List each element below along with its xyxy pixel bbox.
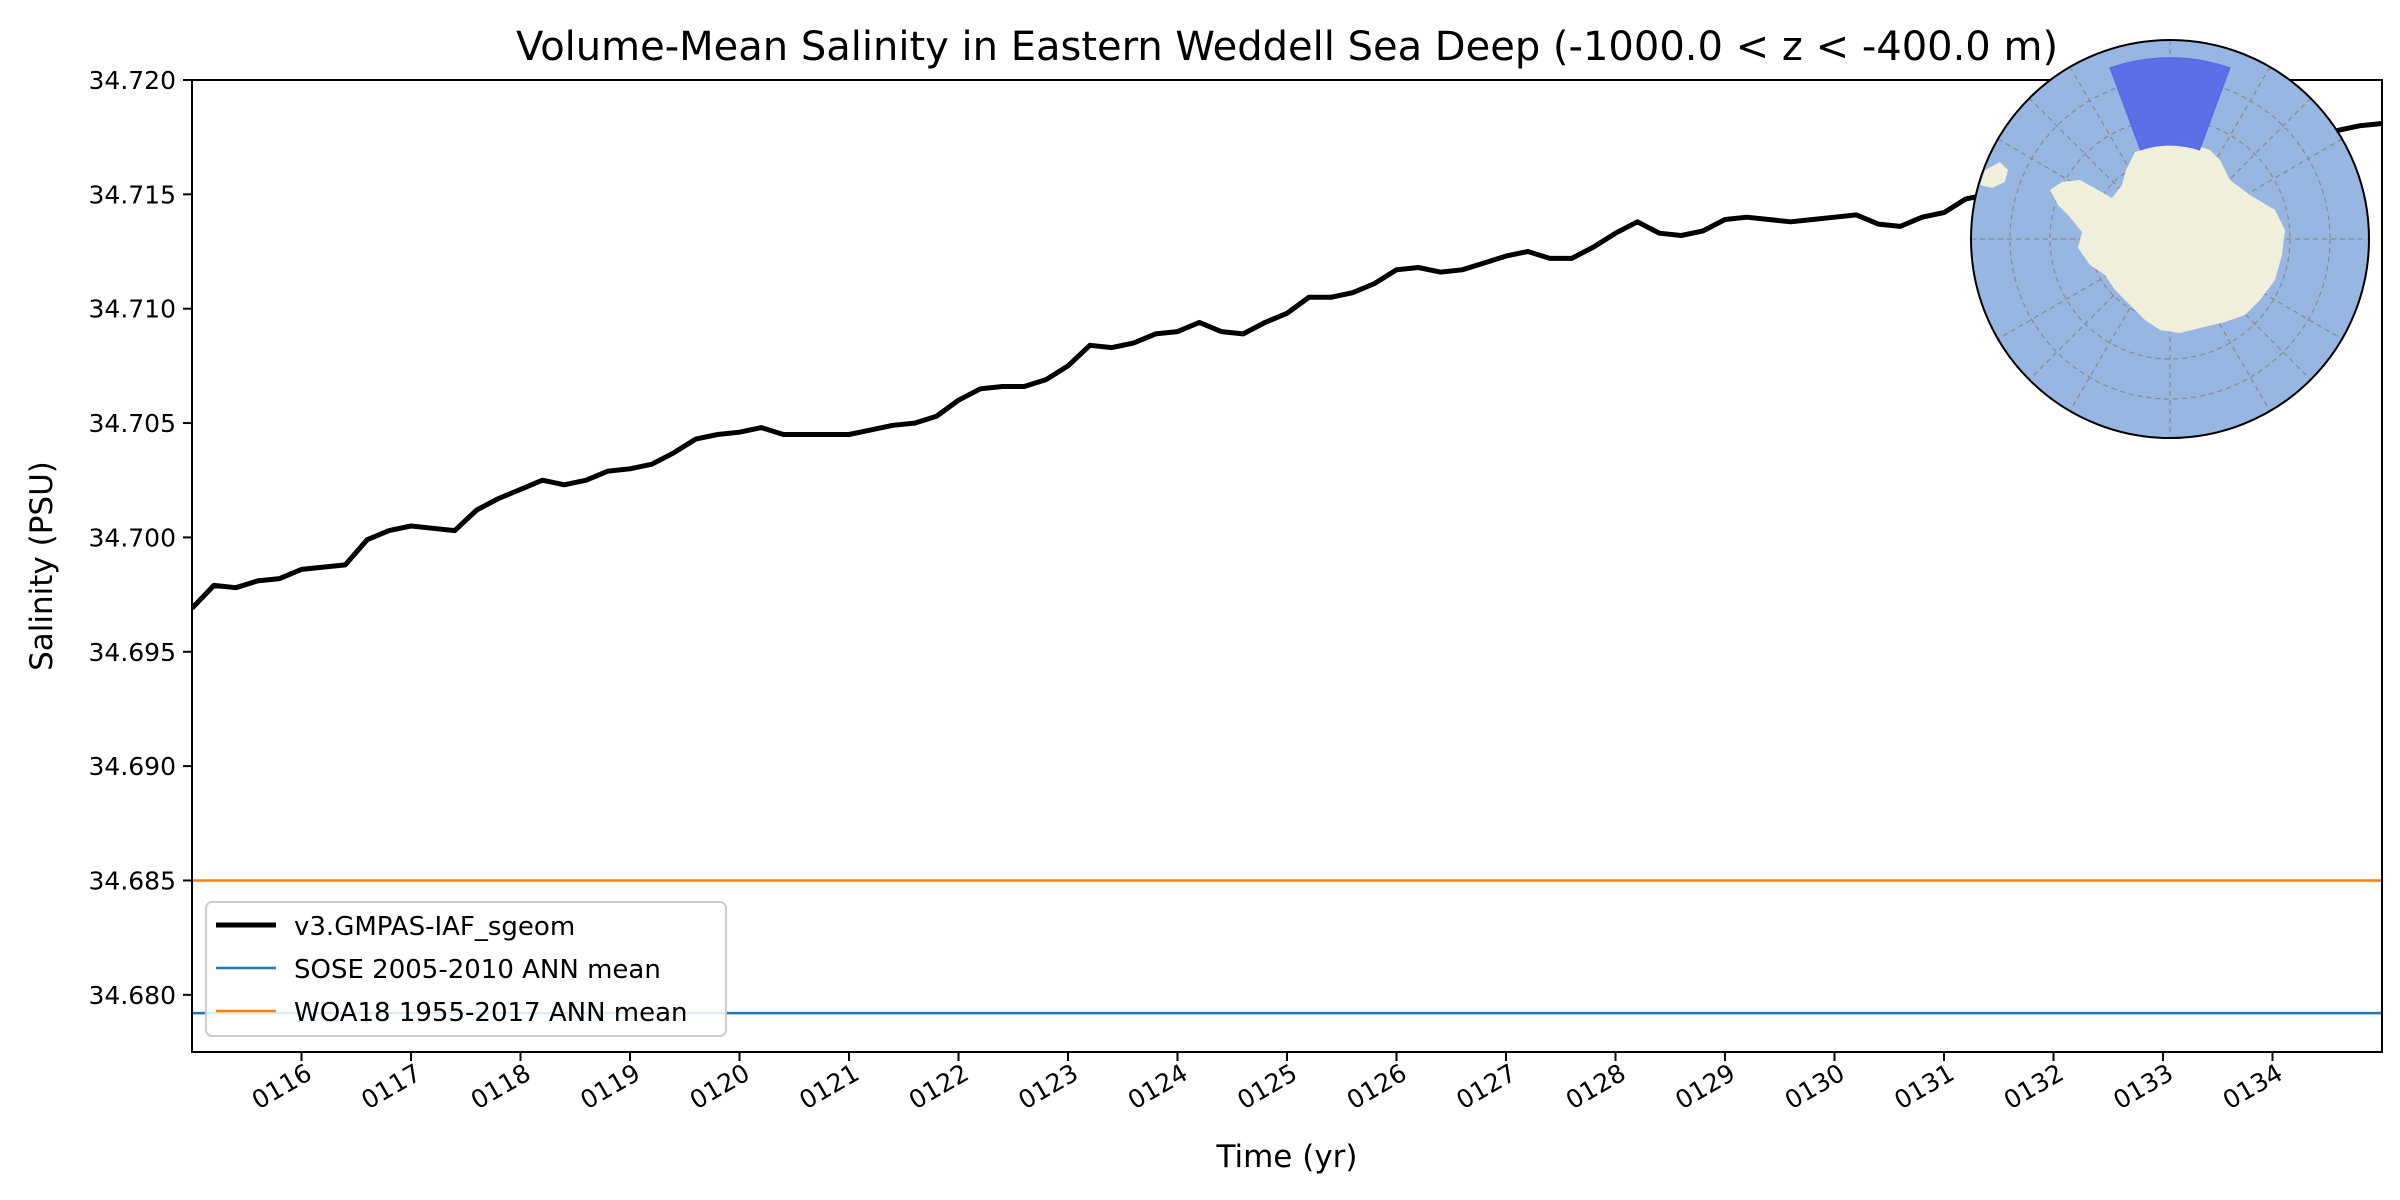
x-tick-label: 0134 <box>2218 1058 2288 1115</box>
y-tick-label: 34.705 <box>89 409 176 438</box>
inset-map <box>1970 39 2370 439</box>
x-tick-label: 0133 <box>2108 1058 2178 1115</box>
y-tick-label: 34.710 <box>89 295 176 324</box>
x-tick-label: 0122 <box>904 1058 974 1115</box>
eastern-weddell-region <box>2109 57 2231 151</box>
map-border <box>1970 39 2370 439</box>
antarctica-landmass <box>2050 143 2285 333</box>
x-axis-label: Time (yr) <box>1216 1139 1358 1175</box>
x-tick-label: 0119 <box>575 1058 645 1115</box>
legend-label-woa18: WOA18 1955-2017 ANN mean <box>294 998 688 1028</box>
x-tick-label: 0132 <box>1999 1058 2069 1115</box>
x-tick-label: 0127 <box>1451 1058 1521 1115</box>
legend-box <box>205 901 727 1037</box>
x-tick-label: 0121 <box>794 1058 864 1115</box>
chart-title: Volume-Mean Salinity in Eastern Weddell … <box>516 24 2058 70</box>
y-tick-label: 34.700 <box>89 523 176 552</box>
x-tick-label: 0118 <box>466 1058 536 1115</box>
x-tick-label: 0128 <box>1561 1058 1631 1115</box>
y-tick-label: 34.685 <box>89 866 176 895</box>
y-tick-label: 34.720 <box>89 66 176 95</box>
y-tick-label: 34.690 <box>89 752 176 781</box>
x-tick-label: 0129 <box>1670 1058 1740 1115</box>
legend-label-model: v3.GMPAS-IAF_sgeom <box>294 912 575 942</box>
x-tick-label: 0120 <box>685 1058 755 1115</box>
y-axis: 34.680 34.685 34.690 34.695 34.700 34.705 34.7… <box>89 66 192 1010</box>
x-axis: 0116 0117 0118 0119 0120 0121 0122 0123 0124 0125… <box>247 1052 2288 1115</box>
y-axis-label: Salinity (PSU) <box>24 461 60 671</box>
legend-label-sose: SOSE 2005-2010 ANN mean <box>294 955 661 985</box>
x-tick-label: 0131 <box>1889 1058 1959 1115</box>
south-america-tip <box>1980 162 2008 188</box>
x-tick-label: 0123 <box>1013 1058 1083 1115</box>
x-tick-label: 0126 <box>1342 1058 1412 1115</box>
x-tick-label: 0116 <box>247 1058 317 1115</box>
x-tick-label: 0125 <box>1232 1058 1302 1115</box>
y-tick-label: 34.680 <box>89 981 176 1010</box>
legend: v3.GMPAS-IAF_sgeom SOSE 2005-2010 ANN me… <box>205 901 727 1037</box>
y-tick-label: 34.695 <box>89 638 176 667</box>
x-tick-label: 0130 <box>1780 1058 1850 1115</box>
x-tick-label: 0117 <box>356 1058 426 1115</box>
x-tick-label: 0124 <box>1123 1058 1193 1115</box>
y-tick-label: 34.715 <box>89 180 176 209</box>
